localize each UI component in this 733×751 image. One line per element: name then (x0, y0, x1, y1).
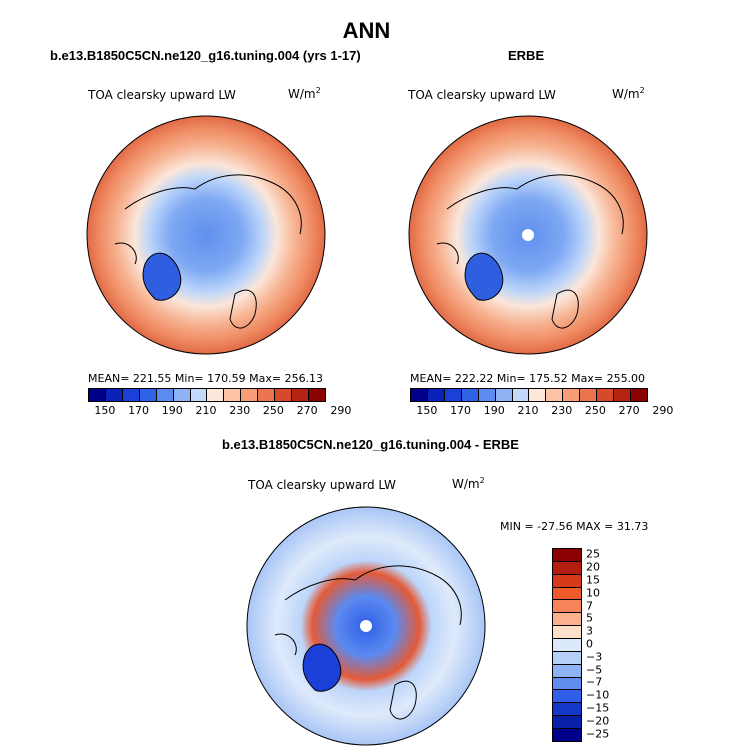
colorbar-swatch (89, 389, 106, 401)
colorbar-tick-label: 0 (586, 637, 593, 651)
colorbar-tick-label: 290 (652, 404, 674, 417)
panel-2-stats: MEAN= 222.22 Min= 175.52 Max= 255.00 (410, 372, 646, 385)
panel-2-units: W/m2 (612, 86, 645, 101)
colorbar-swatch (207, 389, 225, 401)
colorbar-swatch (156, 389, 174, 401)
colorbar-swatch (553, 677, 581, 691)
colorbar-swatch (614, 389, 631, 401)
colorbar-tick-label: 7 (586, 599, 593, 613)
panel-2-colorbar-labels: 150 170 190 210 230 250 270 290 (410, 404, 673, 418)
colorbar-tick-label: −25 (586, 727, 610, 741)
colorbar-swatch (495, 389, 513, 401)
colorbar-tick-label: 230 (229, 404, 251, 417)
colorbar-tick-label: 150 (416, 404, 438, 417)
panel-1-map (86, 115, 326, 355)
panel-2-title: ERBE (508, 48, 545, 63)
colorbar-swatch (553, 690, 581, 704)
colorbar-tick-label: 250 (262, 404, 284, 417)
colorbar-tick-label: 3 (586, 624, 593, 638)
colorbar-swatch (597, 389, 615, 401)
colorbar-swatch (553, 613, 581, 627)
colorbar-swatch (553, 729, 581, 741)
colorbar-swatch (122, 389, 140, 401)
panel-3-units: W/m2 (452, 476, 485, 491)
colorbar-swatch (546, 389, 564, 401)
colorbar-swatch (563, 389, 581, 401)
colorbar-swatch (553, 664, 581, 678)
colorbar-swatch (553, 549, 581, 562)
panel-2-colorbar (410, 388, 648, 402)
colorbar-swatch (553, 587, 581, 601)
colorbar-swatch (190, 389, 208, 401)
colorbar-swatch (444, 389, 462, 401)
colorbar-swatch (553, 626, 581, 640)
colorbar-tick-label: 270 (618, 404, 640, 417)
colorbar-tick-label: 230 (551, 404, 573, 417)
colorbar-swatch (553, 561, 581, 575)
colorbar-tick-label: 210 (517, 404, 539, 417)
colorbar-tick-label: −10 (586, 688, 610, 702)
panel-1-colorbar (88, 388, 326, 402)
figure-title: ANN (342, 18, 391, 43)
colorbar-tick-label: 20 (586, 560, 600, 574)
panel-1-title: b.e13.B1850C5CN.ne120_g16.tuning.004 (yr… (50, 48, 361, 63)
panel-1-stats: MEAN= 221.55 Min= 170.59 Max= 256.13 (88, 372, 324, 385)
colorbar-swatch (553, 703, 581, 717)
colorbar-swatch (512, 389, 530, 401)
colorbar-tick-label: −3 (586, 650, 603, 664)
colorbar-tick-label: 25 (586, 547, 600, 561)
colorbar-tick-label: 170 (128, 404, 150, 417)
colorbar-tick-label: 270 (296, 404, 318, 417)
colorbar-tick-label: 210 (195, 404, 217, 417)
colorbar-tick-label: 5 (586, 611, 593, 625)
colorbar-tick-label: 15 (586, 573, 600, 587)
colorbar-swatch (411, 389, 428, 401)
colorbar-swatch (275, 389, 293, 401)
panel-1-colorbar-labels: 150 170 190 210 230 250 270 290 (88, 404, 351, 418)
colorbar-swatch (427, 389, 445, 401)
colorbar-tick-label: −5 (586, 663, 603, 677)
colorbar-swatch (553, 639, 581, 652)
panel-3-colorbar-labels: 25 20 15 10 7 5 3 0 −3 −5 −7 −10 −15 −20 −25 (586, 548, 626, 740)
panel-3-variable: TOA clearsky upward LW (248, 478, 396, 492)
panel-1-units: W/m2 (288, 86, 321, 101)
colorbar-swatch (529, 389, 547, 401)
panel-3-map (246, 506, 486, 746)
colorbar-swatch (308, 389, 325, 401)
panel-2-map (408, 115, 648, 355)
colorbar-tick-label: 10 (586, 586, 600, 600)
colorbar-tick-label: 150 (94, 404, 116, 417)
colorbar-tick-label: 290 (330, 404, 352, 417)
panel-3-stats: MIN = -27.56 MAX = 31.73 (500, 520, 649, 533)
colorbar-swatch (478, 389, 496, 401)
colorbar-swatch (553, 716, 581, 730)
colorbar-swatch (139, 389, 157, 401)
colorbar-swatch (630, 389, 647, 401)
panel-2-variable: TOA clearsky upward LW (408, 88, 556, 102)
colorbar-swatch (461, 389, 479, 401)
colorbar-swatch (241, 389, 259, 401)
colorbar-swatch (553, 600, 581, 614)
panel-3-colorbar (552, 548, 582, 742)
colorbar-tick-label: −15 (586, 701, 610, 715)
colorbar-tick-label: 190 (161, 404, 183, 417)
colorbar-tick-label: −20 (586, 714, 610, 728)
colorbar-swatch (224, 389, 242, 401)
colorbar-tick-label: 190 (483, 404, 505, 417)
colorbar-swatch (105, 389, 123, 401)
colorbar-tick-label: −7 (586, 675, 603, 689)
colorbar-tick-label: 250 (584, 404, 606, 417)
colorbar-swatch (553, 651, 581, 665)
panel-1-variable: TOA clearsky upward LW (88, 88, 236, 102)
colorbar-tick-label: 170 (450, 404, 472, 417)
colorbar-swatch (258, 389, 276, 401)
colorbar-swatch (292, 389, 309, 401)
panel-3-title: b.e13.B1850C5CN.ne120_g16.tuning.004 - E… (222, 437, 519, 452)
colorbar-swatch (553, 574, 581, 588)
colorbar-swatch (173, 389, 191, 401)
colorbar-swatch (580, 389, 598, 401)
